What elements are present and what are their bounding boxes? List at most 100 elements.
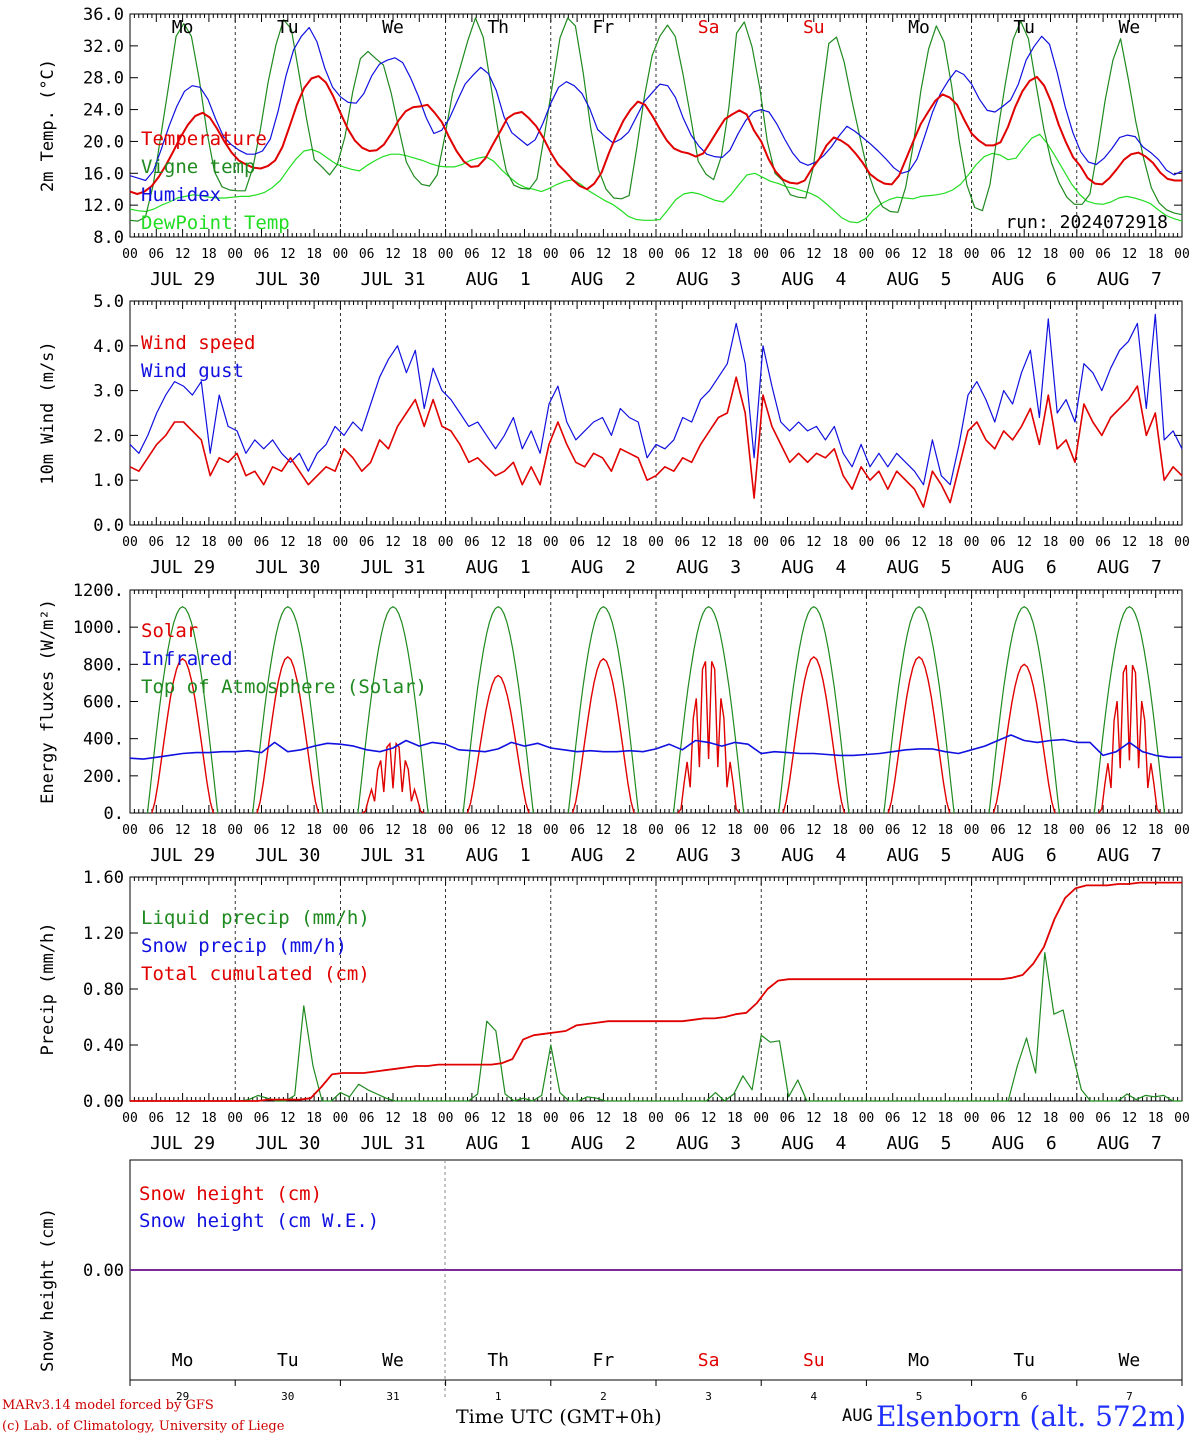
y-tick-label: 0.0: [93, 516, 124, 536]
weekday-label: We: [1119, 1350, 1141, 1371]
day-number-label: 5: [916, 1390, 923, 1403]
hour-tick-label: 00: [122, 1111, 138, 1126]
legend-entry: Top of Atmosphere (Solar): [141, 676, 427, 698]
hour-tick-label: 00: [964, 823, 980, 838]
hour-tick-label: 12: [385, 1111, 401, 1126]
hour-tick-label: 00: [753, 535, 769, 550]
y-tick-label: 28.0: [83, 69, 124, 89]
hour-tick-label: 12: [806, 823, 822, 838]
date-label: AUG 5: [886, 269, 951, 290]
hour-tick-label: 18: [1148, 823, 1164, 838]
y-tick-label: 5.0: [93, 292, 124, 312]
hour-tick-label: 18: [411, 823, 427, 838]
hour-tick-label: 06: [359, 247, 375, 262]
hour-tick-label: 12: [490, 1111, 506, 1126]
weekday-label: We: [382, 1350, 404, 1371]
hour-tick-label: 12: [280, 247, 296, 262]
hour-tick-label: 12: [175, 1111, 191, 1126]
hour-tick-label: 00: [543, 247, 559, 262]
hour-tick-label: 00: [964, 247, 980, 262]
hour-tick-label: 12: [175, 247, 191, 262]
wind-speed-line: [129, 376, 1183, 508]
date-label: AUG 5: [886, 1133, 951, 1154]
hour-tick-label: 06: [569, 535, 585, 550]
date-label: AUG 7: [1097, 845, 1162, 866]
hour-tick-label: 18: [622, 535, 638, 550]
hour-tick-label: 00: [333, 823, 349, 838]
hour-tick-label: 12: [1016, 535, 1032, 550]
temp-series-line: [129, 133, 1183, 224]
y-tick-label: 2.0: [93, 426, 124, 446]
date-label: AUG 6: [992, 845, 1057, 866]
hour-tick-label: 18: [832, 247, 848, 262]
panel-frame: [129, 300, 1183, 526]
hour-tick-label: 18: [411, 247, 427, 262]
hour-tick-label: 06: [780, 1111, 796, 1126]
date-label: AUG 3: [676, 1133, 741, 1154]
date-label: AUG 1: [466, 557, 531, 578]
weekday-label: Su: [803, 1350, 825, 1371]
hour-tick-label: 00: [753, 1111, 769, 1126]
date-label: AUG 7: [1097, 1133, 1162, 1154]
hour-tick-label: 06: [674, 247, 690, 262]
hour-tick-label: 18: [306, 823, 322, 838]
weekday-label: Mo: [172, 17, 194, 38]
hour-tick-label: 00: [227, 535, 243, 550]
hour-tick-label: 00: [1174, 535, 1190, 550]
date-label: AUG 2: [571, 269, 636, 290]
hour-tick-label: 06: [148, 247, 164, 262]
hour-tick-label: 18: [306, 1111, 322, 1126]
hour-tick-label: 00: [648, 823, 664, 838]
hour-tick-label: 00: [1069, 823, 1085, 838]
y-tick-label: 1.60: [83, 868, 124, 888]
hour-tick-label: 06: [1095, 1111, 1111, 1126]
solar-line: [151, 655, 1161, 814]
time-axis-label: Time UTC (GMT+0h): [456, 1406, 662, 1428]
hour-tick-label: 18: [517, 1111, 533, 1126]
hour-tick-label: 06: [569, 1111, 585, 1126]
hour-tick-label: 12: [806, 535, 822, 550]
liquid-precip-line: [130, 952, 1182, 1102]
y-tick-label: 600.: [83, 693, 124, 713]
weekday-label: Tu: [277, 17, 299, 38]
y-tick-label: 0.80: [83, 980, 124, 1000]
hour-tick-label: 00: [438, 1111, 454, 1126]
hour-tick-label: 06: [148, 823, 164, 838]
weekday-label: Sa: [698, 17, 720, 38]
hour-tick-label: 06: [464, 1111, 480, 1126]
hour-tick-label: 18: [622, 247, 638, 262]
hour-tick-label: 18: [1043, 535, 1059, 550]
hour-tick-label: 00: [859, 535, 875, 550]
hour-tick-label: 00: [122, 535, 138, 550]
hour-tick-label: 06: [254, 535, 270, 550]
hour-tick-label: 18: [517, 247, 533, 262]
hour-tick-label: 06: [674, 823, 690, 838]
date-label: AUG 7: [1097, 269, 1162, 290]
station-name: Elsenborn (alt. 572m): [875, 1400, 1186, 1433]
hour-tick-label: 06: [569, 823, 585, 838]
panel-frame: [129, 589, 1183, 814]
y-axis-label: 10m Wind (m/s): [38, 341, 58, 484]
y-tick-label: 1.0: [93, 471, 124, 491]
date-label: JUL 30: [255, 269, 320, 290]
y-tick-label: 1.20: [83, 924, 124, 944]
weekday-label: Tu: [1013, 1350, 1035, 1371]
hour-tick-label: 00: [333, 1111, 349, 1126]
infrared-line: [129, 734, 1182, 760]
weekday-label: Mo: [172, 1350, 194, 1371]
weekday-label: Tu: [1013, 17, 1035, 38]
weekday-label: We: [382, 17, 404, 38]
legend-entry: Snow height (cm): [139, 1183, 322, 1205]
temp-series-line: [129, 26, 1183, 182]
hour-tick-label: 00: [964, 535, 980, 550]
hour-tick-label: 18: [1043, 247, 1059, 262]
hour-tick-label: 12: [1122, 247, 1138, 262]
date-label: JUL 31: [360, 269, 425, 290]
date-label: AUG 6: [992, 557, 1057, 578]
y-tick-label: 0.00: [83, 1261, 124, 1281]
hour-tick-label: 12: [1122, 823, 1138, 838]
hour-tick-label: 12: [1016, 823, 1032, 838]
hour-tick-label: 00: [1069, 247, 1085, 262]
hour-tick-label: 12: [596, 1111, 612, 1126]
